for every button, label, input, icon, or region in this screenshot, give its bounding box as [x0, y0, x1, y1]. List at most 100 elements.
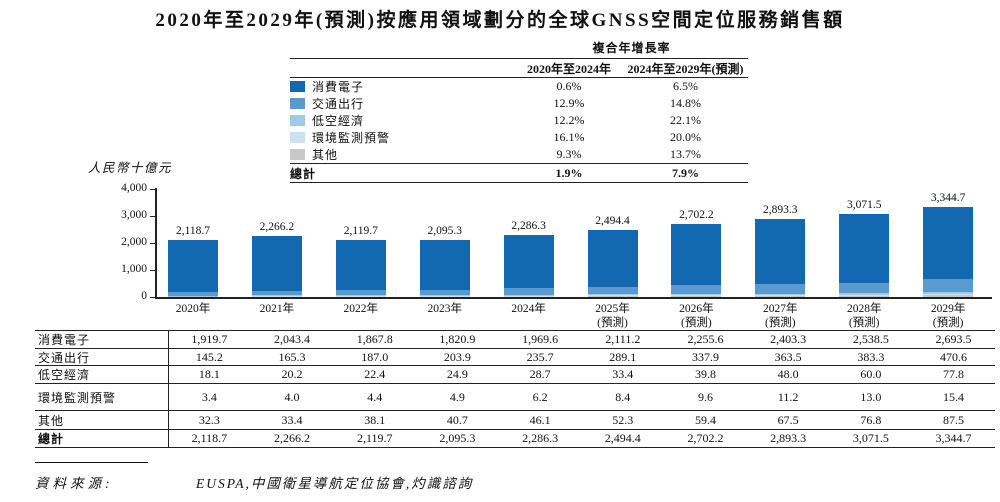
x-tick-label: 2021年 — [232, 303, 322, 317]
cell-value: 2,118.7 — [191, 431, 228, 445]
y-tick-label: 4,000 — [121, 182, 147, 194]
cell-value: 46.1 — [529, 412, 551, 427]
bar-segment-交通出行 — [839, 282, 890, 293]
bar-segment-消費電子 — [168, 239, 218, 292]
cell-value: 52.3 — [612, 412, 634, 427]
cell-value: 4.0 — [284, 389, 300, 404]
bar-total-label: 2,095.3 — [427, 225, 462, 238]
x-tick-year: 2023年 — [427, 303, 462, 315]
cell-value: 2,693.5 — [935, 332, 972, 346]
x-tick-forecast-note: (預測) — [597, 316, 628, 329]
x-tick-year: 2027年 — [763, 303, 798, 315]
legend-label: 其他 — [312, 148, 339, 162]
legend-label: 環境監測預警 — [312, 131, 391, 145]
bar-segment-交通出行 — [251, 290, 302, 296]
cagr-value-2024-2029: 22.1% — [670, 113, 701, 127]
cell-value: 48.0 — [777, 367, 799, 381]
bar-segment-其他 — [923, 294, 974, 297]
x-tick-year: 2022年 — [343, 303, 379, 315]
cagr-value-2024-2029: 13.7% — [670, 147, 701, 161]
cell-value: 3.4 — [201, 389, 217, 404]
table-row: 消費電子 1,919.7 2,043.4 1,867.8 1,820.9 1,969.6 2… — [35, 331, 995, 349]
bar-segment-其他 — [503, 295, 554, 297]
x-tick-label: 2029年 (預測) — [903, 303, 993, 330]
cell-value: 2,043.4 — [274, 332, 311, 346]
y-tick-label: 1,000 — [121, 263, 147, 275]
bar-segment-其他 — [671, 295, 722, 297]
bar-segment-交通出行 — [168, 291, 218, 296]
cell-value: 40.7 — [446, 412, 468, 427]
x-axis-line — [155, 297, 992, 299]
cagr-value-2020-2024: 9.3% — [556, 147, 582, 161]
table-row: 低空經濟 18.1 20.2 22.4 24.9 28.7 33.4 39.8 48.0 60.0… — [35, 366, 995, 384]
x-tick-label: 2024年 — [484, 303, 574, 317]
legend-swatch-icon — [290, 115, 305, 126]
bar-segment-其他 — [755, 295, 806, 297]
cell-value: 1,919.7 — [191, 332, 228, 346]
cell-value: 2,286.3 — [522, 431, 559, 445]
cell-value: 77.8 — [943, 367, 965, 381]
bar-total-label: 2,893.3 — [763, 203, 798, 216]
cell-value: 18.1 — [198, 367, 220, 381]
cagr-column-header-row: 2020年至2024年 2024年至2029年(預測) — [290, 59, 748, 77]
cagr-value-2020-2024: 0.6% — [556, 79, 582, 93]
table-row: 交通出行 145.2 165.3 187.0 203.9 235.7 289.1 337.9 3… — [35, 349, 995, 366]
x-tick-year: 2020年 — [175, 303, 211, 315]
cell-value: 24.9 — [446, 367, 468, 381]
legend-swatch-icon — [290, 81, 305, 92]
bar-segment-其他 — [419, 295, 470, 297]
cell-value: 187.0 — [361, 349, 389, 364]
bar-segment-低空經濟 — [335, 295, 386, 296]
cagr-value-2020-2024: 12.2% — [553, 113, 585, 127]
cell-value: 2,702.2 — [687, 431, 724, 445]
cell-value: 33.4 — [612, 367, 634, 381]
bar-segment-其他 — [335, 295, 386, 297]
x-tick-label: 2022年 — [316, 303, 406, 317]
cell-value: 4.4 — [367, 389, 383, 404]
bar-segment-交通出行 — [335, 290, 386, 296]
y-axis-line — [155, 188, 157, 297]
y-tick-mark — [150, 189, 155, 190]
table-row: 總計 2,118.7 2,266.2 2,119.7 2,095.3 2,286.3 2,4… — [35, 430, 995, 448]
y-tick-mark — [150, 297, 155, 298]
cell-value: 33.4 — [281, 412, 303, 427]
x-tick-label: 2020年 — [148, 303, 238, 317]
source-label: 資料來源: — [35, 476, 114, 491]
cell-value: 6.2 — [532, 389, 548, 404]
cagr-legend-rows: 消費電子 0.6% 6.5% 交通出行 12.9% 14.8% 低空經濟 12.2% 22.1%… — [290, 78, 748, 163]
table-row: 其他 32.3 33.4 38.1 40.7 46.1 52.3 59.4 67.5 76.8 87… — [35, 411, 995, 430]
x-tick-label: 2028年 (預測) — [819, 303, 909, 330]
cagr-legend-row: 其他 9.3% 13.7% — [290, 146, 748, 163]
legend-label: 消費電子 — [312, 80, 365, 94]
cell-value: 470.6 — [940, 349, 968, 364]
bar-segment-消費電子 — [839, 214, 890, 283]
cell-value: 67.5 — [777, 412, 799, 427]
cell-value: 1,820.9 — [439, 332, 476, 346]
divider — [290, 163, 748, 164]
cell-value: 8.4 — [615, 389, 631, 404]
row-label: 交通出行 — [38, 350, 91, 365]
x-tick-year: 2024年 — [511, 303, 546, 315]
cagr-legend-label-cell: 交通出行 — [290, 95, 515, 112]
cell-value: 2,095.3 — [439, 431, 476, 445]
bar-segment-消費電子 — [587, 229, 638, 287]
legend-swatch-icon — [290, 98, 305, 109]
bar-segment-其他 — [251, 296, 302, 297]
cagr-legend-row: 消費電子 0.6% 6.5% — [290, 78, 748, 95]
cell-value: 39.8 — [694, 367, 716, 381]
cell-value: 2,538.5 — [852, 332, 889, 346]
cagr-value-2020-2024: 16.1% — [553, 130, 585, 144]
bar-segment-消費電子 — [419, 240, 470, 290]
cagr-total-value-1: 1.9% — [555, 165, 583, 180]
x-tick-label: 2026年 (預測) — [651, 303, 741, 330]
bar-total-label: 2,702.2 — [679, 209, 714, 222]
x-tick-year: 2025年 — [595, 303, 630, 315]
table-row: 環境監測預警 3.4 4.0 4.4 4.9 6.2 8.4 9.6 11.2 13.0 15.4 — [35, 384, 995, 411]
cell-value: 289.1 — [609, 349, 637, 364]
x-tick-year: 2021年 — [259, 303, 295, 315]
source-rule — [35, 462, 148, 463]
cell-value: 3,071.5 — [852, 431, 889, 445]
bar-segment-交通出行 — [671, 284, 722, 295]
cell-value: 28.7 — [529, 367, 551, 381]
cell-value: 2,494.4 — [604, 431, 641, 445]
